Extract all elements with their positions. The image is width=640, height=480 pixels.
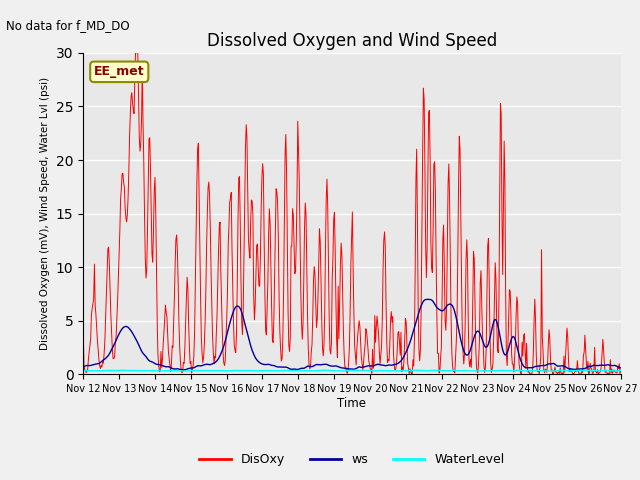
DisOxy xyxy=(200,355,207,360)
ws xyxy=(200,362,207,368)
WaterLevel xyxy=(199,368,207,373)
Title: Dissolved Oxygen and Wind Speed: Dissolved Oxygen and Wind Speed xyxy=(207,32,497,50)
Line: WaterLevel: WaterLevel xyxy=(83,370,621,371)
WaterLevel xyxy=(145,368,152,373)
Line: DisOxy: DisOxy xyxy=(83,53,621,374)
DisOxy xyxy=(418,229,426,235)
WaterLevel xyxy=(434,368,442,373)
DisOxy xyxy=(145,136,153,142)
DisOxy xyxy=(617,367,625,373)
DisOxy xyxy=(434,351,442,357)
Text: EE_met: EE_met xyxy=(94,65,145,78)
WaterLevel xyxy=(617,368,625,373)
X-axis label: Time: Time xyxy=(337,397,367,410)
ws xyxy=(180,367,188,372)
ws xyxy=(228,313,236,319)
ws xyxy=(617,365,625,371)
DisOxy xyxy=(79,323,87,328)
WaterLevel xyxy=(79,368,87,373)
DisOxy xyxy=(558,372,566,377)
ws xyxy=(424,297,432,302)
ws xyxy=(418,301,426,307)
DisOxy xyxy=(228,245,236,251)
ws xyxy=(435,306,442,312)
WaterLevel xyxy=(547,368,554,374)
Text: No data for f_MD_DO: No data for f_MD_DO xyxy=(6,19,130,32)
WaterLevel xyxy=(89,368,97,373)
ws xyxy=(145,357,152,362)
WaterLevel xyxy=(227,368,235,373)
WaterLevel xyxy=(418,368,426,373)
ws xyxy=(79,364,87,370)
WaterLevel xyxy=(413,367,420,373)
Y-axis label: Dissolved Oxygen (mV), Wind Speed, Water Lvl (psi): Dissolved Oxygen (mV), Wind Speed, Water… xyxy=(40,77,51,350)
Line: ws: ws xyxy=(83,300,621,370)
DisOxy xyxy=(132,50,140,56)
Legend: DisOxy, ws, WaterLevel: DisOxy, ws, WaterLevel xyxy=(195,448,509,471)
DisOxy xyxy=(89,301,97,307)
ws xyxy=(89,362,97,368)
